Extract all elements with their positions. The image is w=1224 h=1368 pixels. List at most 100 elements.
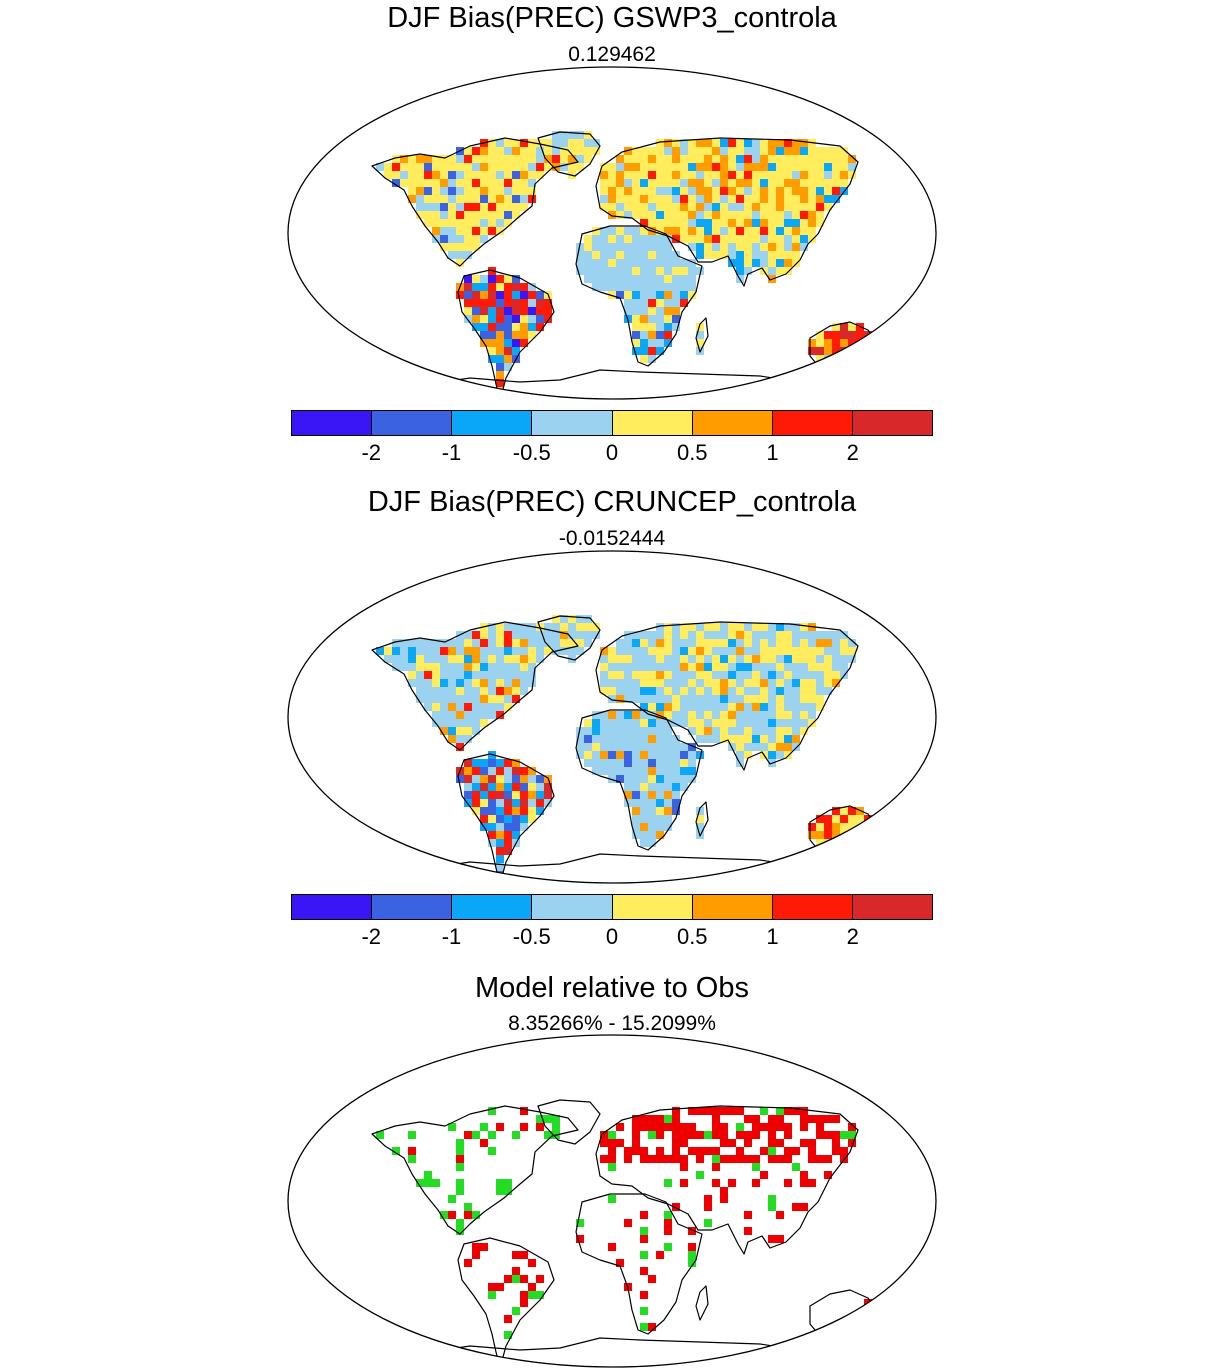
- bias-cell: [720, 171, 728, 179]
- colorbar-tick-label: 1: [766, 924, 779, 949]
- bias-cell: [504, 147, 512, 155]
- bias-cell: [816, 203, 824, 211]
- bias-cell: [504, 219, 512, 227]
- bias-cell: [784, 719, 792, 727]
- bias-cell: [792, 631, 800, 639]
- bias-cell: [824, 823, 832, 831]
- significance-cell: [624, 1147, 632, 1155]
- significance-cell: [608, 1155, 616, 1163]
- bias-cell: [608, 751, 616, 759]
- bias-cell: [640, 703, 648, 711]
- bias-cell: [840, 647, 848, 655]
- bias-cell: [464, 719, 472, 727]
- bias-cell: [712, 179, 720, 187]
- bias-cell: [448, 179, 456, 187]
- bias-cell: [432, 695, 440, 703]
- bias-cell: [672, 743, 680, 751]
- bias-cell: [448, 187, 456, 195]
- bias-cell: [472, 647, 480, 655]
- bias-cell: [464, 251, 472, 259]
- bias-cell: [560, 139, 568, 147]
- significance-cell: [552, 1123, 560, 1131]
- bias-cell: [800, 671, 808, 679]
- significance-cell: [840, 1147, 848, 1155]
- bias-cell: [512, 783, 520, 791]
- bias-cell: [600, 679, 608, 687]
- bias-cell: [488, 227, 496, 235]
- bias-cell: [672, 775, 680, 783]
- bias-cell: [432, 211, 440, 219]
- significance-cell: [832, 1115, 840, 1123]
- coastline-eurasia: [595, 1105, 859, 1255]
- bias-cell: [568, 131, 576, 139]
- bias-cell: [600, 767, 608, 775]
- bias-cell: [632, 647, 640, 655]
- bias-cell: [864, 339, 872, 347]
- bias-cell: [632, 767, 640, 775]
- bias-cell: [768, 735, 776, 743]
- bias-cell: [496, 163, 504, 171]
- bias-cell: [808, 179, 816, 187]
- bias-cell: [480, 179, 488, 187]
- significance-cell: [376, 1131, 384, 1139]
- bias-cell: [624, 275, 632, 283]
- bias-cell: [584, 615, 592, 623]
- bias-cell: [656, 831, 664, 839]
- bias-cell: [408, 663, 416, 671]
- bias-cell: [520, 315, 528, 323]
- significance-cell: [744, 1115, 752, 1123]
- bias-cell: [840, 147, 848, 155]
- bias-cell: [872, 347, 880, 355]
- bias-cell: [720, 139, 728, 147]
- bias-cell: [752, 147, 760, 155]
- bias-cell: [488, 147, 496, 155]
- significance-cell: [640, 1307, 648, 1315]
- bias-cell: [600, 671, 608, 679]
- bias-cell: [416, 155, 424, 163]
- bias-cell: [432, 711, 440, 719]
- bias-cell: [472, 211, 480, 219]
- bias-cell: [744, 163, 752, 171]
- bias-cell: [608, 251, 616, 259]
- bias-cell: [656, 139, 664, 147]
- bias-cell: [528, 655, 536, 663]
- bias-cell: [584, 155, 592, 163]
- bias-cell: [464, 671, 472, 679]
- bias-cell: [632, 655, 640, 663]
- significance-cell: [680, 1139, 688, 1147]
- bias-cell: [464, 147, 472, 155]
- bias-cell: [696, 235, 704, 243]
- bias-cell: [640, 235, 648, 243]
- bias-cell: [680, 647, 688, 655]
- bias-cell: [696, 663, 704, 671]
- bias-cell: [736, 155, 744, 163]
- bias-cell: [624, 687, 632, 695]
- bias-cell: [440, 203, 448, 211]
- bias-cell: [768, 211, 776, 219]
- bias-cell: [776, 695, 784, 703]
- significance-cell: [456, 1155, 464, 1163]
- bias-cell: [784, 631, 792, 639]
- bias-cell: [616, 251, 624, 259]
- bias-cell: [472, 315, 480, 323]
- significance-cell: [496, 1187, 504, 1195]
- bias-cell: [864, 839, 872, 847]
- bias-cell: [664, 751, 672, 759]
- bias-cell: [456, 235, 464, 243]
- bias-cell: [656, 727, 664, 735]
- bias-cell: [504, 823, 512, 831]
- bias-cell: [600, 259, 608, 267]
- significance-cell: [640, 1211, 648, 1219]
- significance-cell: [776, 1107, 784, 1115]
- bias-cell: [824, 163, 832, 171]
- bias-cell: [632, 299, 640, 307]
- bias-cell: [824, 195, 832, 203]
- bias-cell: [824, 363, 832, 371]
- bias-cell: [392, 663, 400, 671]
- bias-cell: [664, 799, 672, 807]
- bias-cell: [608, 759, 616, 767]
- bias-cell: [680, 291, 688, 299]
- bias-cell: [784, 147, 792, 155]
- bias-cell: [528, 307, 536, 315]
- bias-cell: [480, 759, 488, 767]
